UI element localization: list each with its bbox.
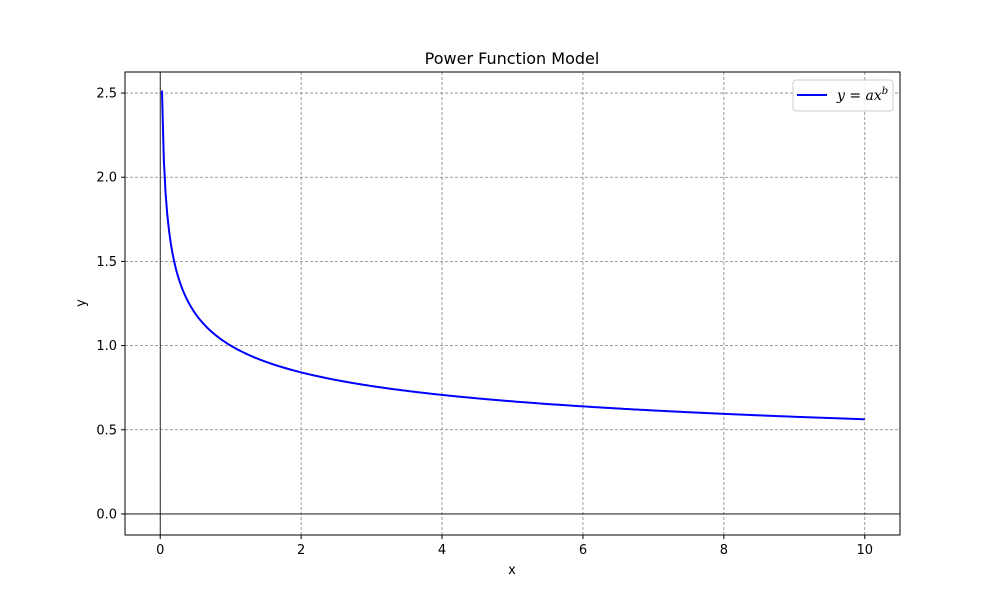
series-line-power-model	[160, 90, 865, 421]
legend-label: y = axb	[836, 86, 888, 104]
reference-lines	[125, 72, 900, 535]
y-tick-label: 2.5	[96, 87, 117, 102]
x-axis-ticks: 0 2 4 6 8 10	[156, 535, 873, 558]
x-tick-label: 2	[297, 543, 305, 558]
y-axis-ticks: 0.0 0.5 1.0 1.5 2.0 2.5	[96, 87, 125, 522]
x-tick-label: 10	[856, 543, 873, 558]
x-axis-label: x	[508, 563, 516, 578]
x-tick-label: 0	[156, 543, 164, 558]
y-tick-label: 1.0	[96, 339, 117, 354]
y-tick-label: 1.5	[96, 255, 117, 270]
y-tick-label: 2.0	[96, 171, 117, 186]
x-tick-label: 4	[438, 543, 446, 558]
legend: y = axb	[792, 79, 894, 112]
x-tick-label: 8	[720, 543, 728, 558]
chart-title: Power Function Model	[425, 49, 600, 68]
grid	[125, 72, 900, 535]
plot-frame	[124, 71, 901, 536]
y-tick-label: 0.0	[96, 507, 117, 522]
y-tick-label: 0.5	[96, 423, 117, 438]
legend-label-base: y = ax	[836, 88, 882, 104]
series-layer	[160, 90, 865, 421]
legend-label-exponent: b	[882, 86, 888, 97]
legend-box	[792, 79, 894, 112]
y-axis-label: y	[74, 299, 89, 307]
x-tick-label: 6	[579, 543, 587, 558]
